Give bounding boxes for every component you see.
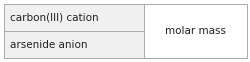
Bar (4, 31, 143, 58)
Text: arsenide anion: arsenide anion (10, 39, 87, 49)
Bar (143, 4, 246, 58)
Bar (4, 4, 246, 58)
Text: molar mass: molar mass (164, 26, 225, 36)
Text: carbon(III) cation: carbon(III) cation (10, 13, 98, 23)
Bar (4, 4, 143, 31)
